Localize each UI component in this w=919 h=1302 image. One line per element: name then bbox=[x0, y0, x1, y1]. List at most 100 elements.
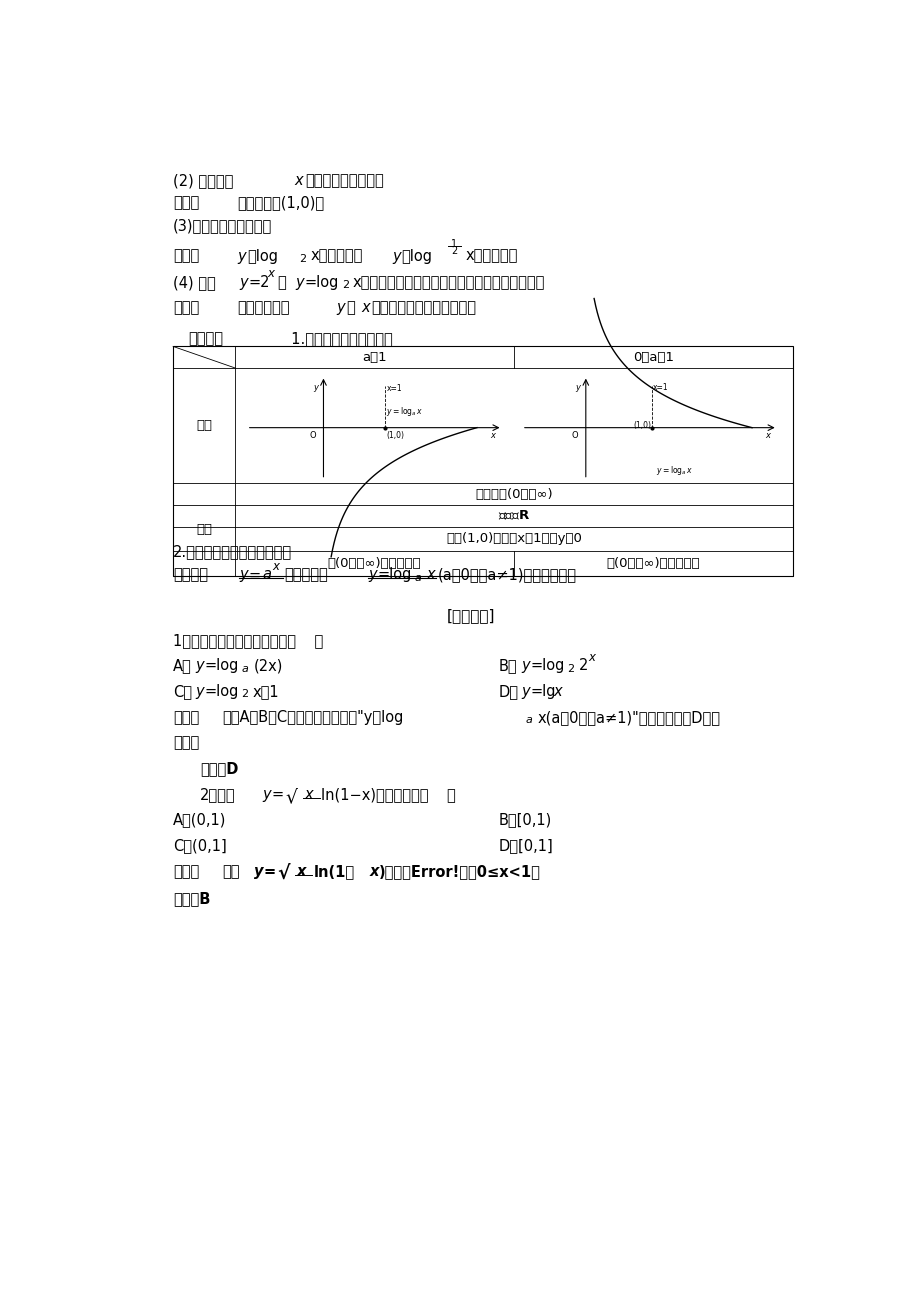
Text: x: x bbox=[369, 863, 378, 879]
Text: 因为: 因为 bbox=[221, 863, 239, 879]
Text: x(a＞0，且a≠1)"的形式，只有D选项: x(a＞0，且a≠1)"的形式，只有D选项 bbox=[537, 710, 720, 725]
Text: x: x bbox=[588, 651, 595, 664]
Text: 2.对数函数与指数函数的关系: 2.对数函数与指数函数的关系 bbox=[173, 544, 292, 560]
Text: 答案：B: 答案：B bbox=[173, 891, 210, 906]
Text: x: x bbox=[296, 863, 305, 879]
Text: x: x bbox=[489, 431, 494, 440]
Text: a: a bbox=[262, 568, 271, 582]
Text: 答案：D: 答案：D bbox=[200, 760, 238, 776]
Text: D．: D． bbox=[498, 684, 518, 699]
Text: )，所以Error!解得0≤x<1．: )，所以Error!解得0≤x<1． bbox=[378, 863, 539, 879]
Text: =: = bbox=[271, 786, 283, 802]
Text: =lg: =lg bbox=[530, 684, 555, 699]
Text: =log: =log bbox=[304, 275, 339, 290]
Text: y: y bbox=[196, 684, 204, 699]
Text: y: y bbox=[368, 568, 377, 582]
Text: =log: =log bbox=[205, 659, 239, 673]
Text: 在(0，＋∞)上是增函数: 在(0，＋∞)上是增函数 bbox=[327, 557, 421, 570]
Text: 和对数函数: 和对数函数 bbox=[284, 568, 328, 582]
Text: O: O bbox=[309, 431, 315, 440]
Text: ＝: ＝ bbox=[346, 301, 355, 315]
Text: a＞1: a＞1 bbox=[362, 350, 387, 363]
Text: A．: A． bbox=[173, 659, 192, 673]
Text: 2．函数: 2．函数 bbox=[200, 786, 235, 802]
Text: y: y bbox=[262, 786, 270, 802]
Text: 选项A、B、C中的函数都不具有"y＝log: 选项A、B、C中的函数都不具有"y＝log bbox=[221, 710, 403, 725]
Text: 解析：: 解析： bbox=[173, 710, 199, 725]
Text: =log: =log bbox=[530, 659, 564, 673]
Text: 过点(1,0)，即当x＝1时，y＝0: 过点(1,0)，即当x＝1时，y＝0 bbox=[446, 533, 582, 546]
Text: =2: =2 bbox=[248, 275, 269, 290]
Text: 2: 2 bbox=[451, 246, 457, 256]
Text: (4) 函数: (4) 函数 bbox=[173, 275, 216, 290]
Text: 指数函数: 指数函数 bbox=[173, 568, 208, 582]
Text: ln(1－: ln(1－ bbox=[313, 863, 354, 879]
Text: y: y bbox=[239, 275, 247, 290]
Text: y: y bbox=[575, 383, 580, 392]
Text: y: y bbox=[392, 249, 401, 263]
Text: 值域：$\mathbf{R}$: 值域：$\mathbf{R}$ bbox=[497, 509, 529, 522]
Text: 与: 与 bbox=[278, 275, 286, 290]
Text: ln(1−x)的定义域为（    ）: ln(1−x)的定义域为（ ） bbox=[321, 786, 456, 802]
Text: y: y bbox=[336, 301, 345, 315]
Text: 符合．: 符合． bbox=[173, 736, 199, 750]
Text: [自我检测]: [自我检测] bbox=[447, 608, 495, 624]
Text: y: y bbox=[255, 863, 264, 879]
Text: 2: 2 bbox=[566, 664, 573, 673]
Text: 交点坐标为(1,0)．: 交点坐标为(1,0)． bbox=[237, 195, 324, 210]
Text: B．[0,1): B．[0,1) bbox=[498, 812, 551, 827]
Text: y: y bbox=[295, 275, 304, 290]
Text: (1,0): (1,0) bbox=[386, 431, 404, 440]
Text: 图象: 图象 bbox=[196, 419, 212, 432]
Text: y: y bbox=[239, 568, 247, 582]
Bar bbox=[173, 346, 792, 575]
Text: (a＞0，且a≠1)互为反函数．: (a＞0，且a≠1)互为反函数． bbox=[437, 568, 576, 582]
Text: 1: 1 bbox=[451, 238, 457, 249]
Text: $y=\log_a x$: $y=\log_a x$ bbox=[386, 405, 423, 418]
Text: 2: 2 bbox=[299, 254, 306, 264]
Text: 图象关于直线: 图象关于直线 bbox=[237, 301, 289, 315]
Text: (1,0): (1,0) bbox=[632, 422, 651, 431]
Text: y: y bbox=[520, 684, 529, 699]
Text: O: O bbox=[571, 431, 577, 440]
Text: x: x bbox=[764, 431, 769, 440]
Text: x: x bbox=[304, 786, 312, 802]
Text: ＝log: ＝log bbox=[246, 249, 278, 263]
Text: 解析：: 解析： bbox=[173, 863, 199, 879]
Text: 2: 2 bbox=[578, 659, 587, 673]
Text: y: y bbox=[520, 659, 529, 673]
Text: B．: B． bbox=[498, 659, 516, 673]
Text: C．(0,1]: C．(0,1] bbox=[173, 837, 227, 853]
Text: ＝log: ＝log bbox=[402, 249, 432, 263]
Text: x=1: x=1 bbox=[386, 384, 402, 393]
Text: =: = bbox=[264, 863, 276, 879]
Text: 1．下列函数是对数函数的是（    ）: 1．下列函数是对数函数的是（ ） bbox=[173, 633, 323, 648]
Text: =log: =log bbox=[205, 684, 239, 699]
Text: =log: =log bbox=[378, 568, 412, 582]
Text: x是减函数．: x是减函数． bbox=[465, 249, 517, 263]
Text: x: x bbox=[553, 684, 562, 699]
Text: 知识梳理: 知识梳理 bbox=[188, 331, 223, 346]
Text: a: a bbox=[525, 715, 532, 725]
Text: (3)两函数单调性如何？: (3)两函数单调性如何？ bbox=[173, 217, 272, 233]
Text: x: x bbox=[426, 568, 435, 582]
Text: x＋1: x＋1 bbox=[253, 684, 279, 699]
Text: 性质: 性质 bbox=[196, 523, 212, 536]
Text: 定义域：(0，＋∞): 定义域：(0，＋∞) bbox=[475, 488, 552, 501]
Text: √: √ bbox=[285, 786, 297, 806]
Text: (2x): (2x) bbox=[254, 659, 283, 673]
Text: 2: 2 bbox=[342, 280, 349, 290]
Text: √: √ bbox=[278, 863, 289, 883]
Text: x: x bbox=[361, 301, 369, 315]
Text: $y=\log_a x$: $y=\log_a x$ bbox=[655, 464, 693, 477]
Text: C．: C． bbox=[173, 684, 192, 699]
Text: 对称，定义域和值域互换．: 对称，定义域和值域互换． bbox=[370, 301, 475, 315]
Text: A．(0,1): A．(0,1) bbox=[173, 812, 226, 827]
Text: 提示：: 提示： bbox=[173, 249, 199, 263]
Text: 轴交点坐标是什么？: 轴交点坐标是什么？ bbox=[304, 173, 383, 189]
Text: D．[0,1]: D．[0,1] bbox=[498, 837, 552, 853]
Text: a: a bbox=[414, 573, 421, 583]
Text: 2: 2 bbox=[241, 689, 248, 699]
Text: x是增函数，: x是增函数， bbox=[311, 249, 363, 263]
Text: y: y bbox=[237, 249, 245, 263]
